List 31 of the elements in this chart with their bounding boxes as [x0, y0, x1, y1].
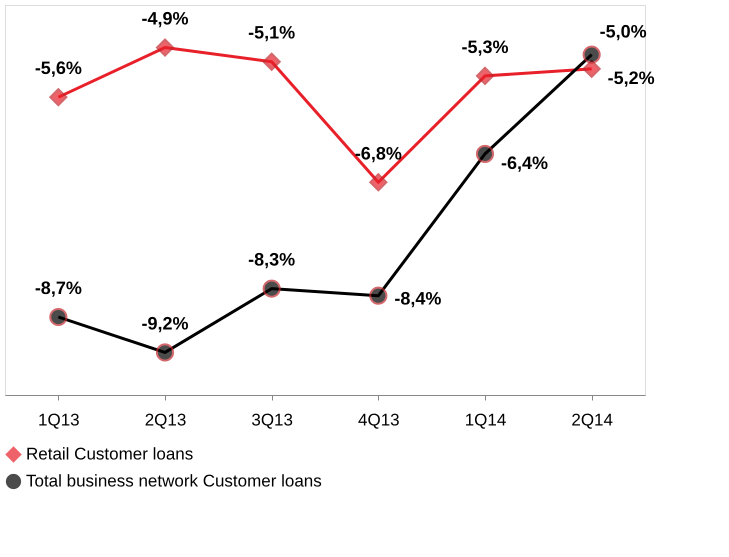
- point: [156, 343, 174, 362]
- data-label: -5,2%: [608, 68, 655, 88]
- point: [369, 286, 388, 305]
- data-label: -6,4%: [501, 152, 548, 173]
- x-tick-label: 2Q13: [144, 410, 186, 430]
- point: [156, 38, 174, 57]
- point: [262, 280, 281, 298]
- x-tick-label: 2Q14: [571, 410, 613, 430]
- x-tick-label: 1Q13: [38, 410, 80, 430]
- data-label: -5,3%: [461, 36, 509, 57]
- legend-label: Retail Customer loans: [26, 444, 194, 464]
- data-label: -5,6%: [34, 58, 82, 78]
- data-label: -8,4%: [394, 288, 442, 309]
- point: [476, 144, 494, 163]
- point: [369, 173, 388, 192]
- data-label: -5,1%: [248, 22, 296, 43]
- x-tick-label: 3Q13: [251, 410, 293, 430]
- data-label: -9,2%: [141, 313, 189, 334]
- point: [262, 52, 281, 71]
- point: [582, 46, 601, 64]
- data-label: -4,9%: [141, 8, 189, 29]
- data-label: -5,0%: [600, 22, 647, 42]
- x-tick-label: 4Q13: [358, 410, 400, 430]
- point: [476, 66, 494, 85]
- point: [49, 308, 68, 326]
- x-tick-label: 1Q14: [464, 410, 506, 430]
- legend-label: Total business network Customer loans: [26, 472, 322, 490]
- data-label: -8,7%: [34, 278, 82, 298]
- data-label: -6,8%: [354, 143, 402, 164]
- point: [49, 88, 68, 106]
- data-label: -8,3%: [248, 250, 296, 270]
